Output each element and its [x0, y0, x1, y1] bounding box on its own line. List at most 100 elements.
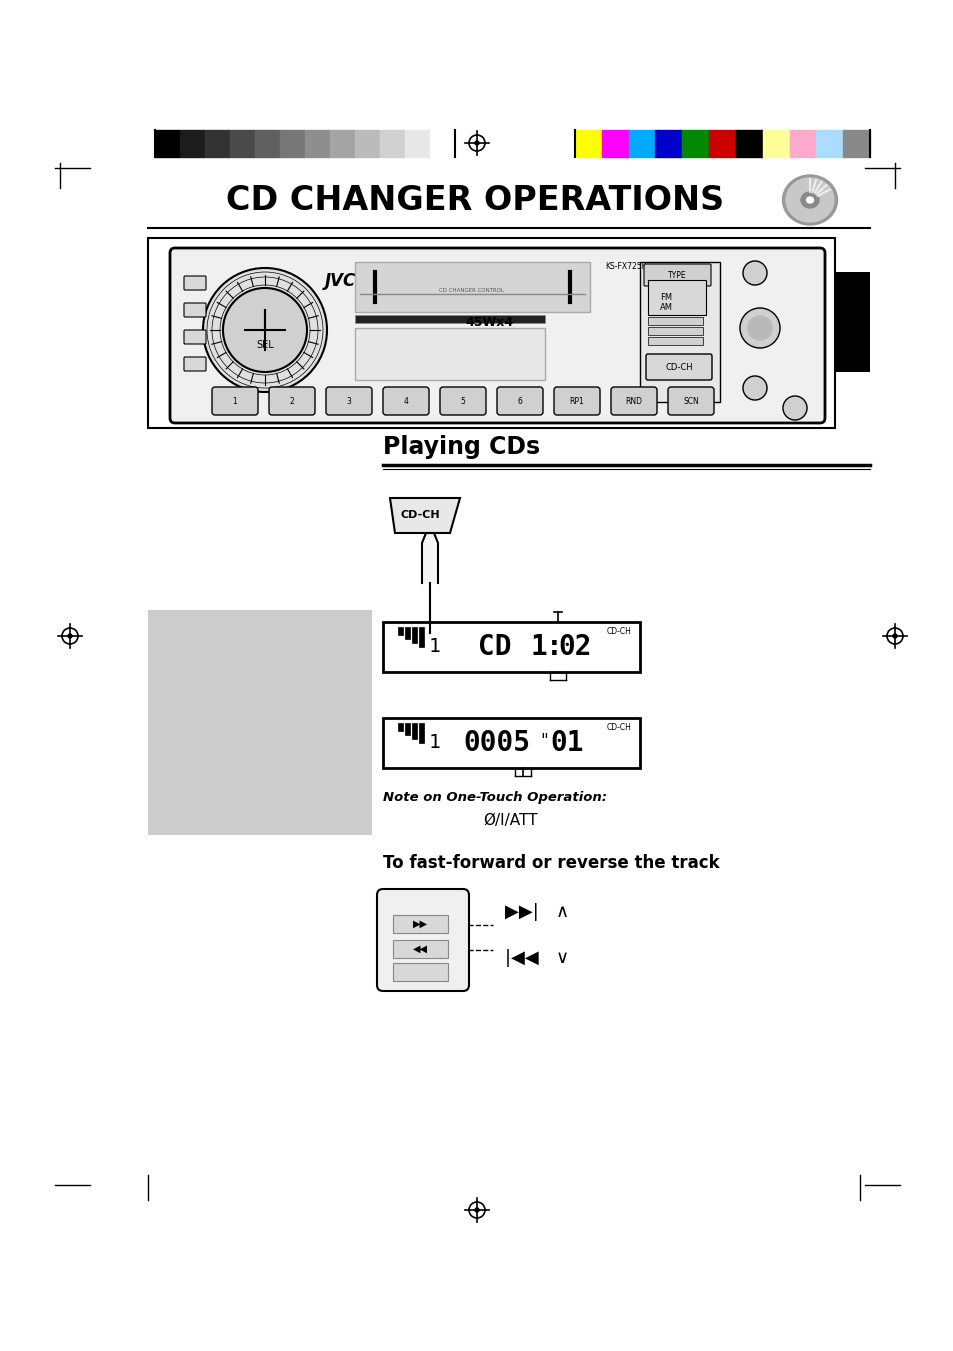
FancyBboxPatch shape	[326, 386, 372, 415]
FancyBboxPatch shape	[269, 386, 314, 415]
Bar	[148, 611, 372, 835]
Bar	[762, 130, 789, 157]
Bar	[330, 130, 355, 157]
Text: CD: CD	[477, 634, 511, 661]
Circle shape	[742, 261, 766, 285]
Bar	[708, 130, 735, 157]
FancyBboxPatch shape	[212, 386, 257, 415]
Text: CD-CH: CD-CH	[606, 724, 631, 732]
Text: 2: 2	[290, 396, 294, 405]
Text: 1: 1	[429, 638, 440, 657]
Text: CD-CH: CD-CH	[399, 509, 439, 520]
FancyBboxPatch shape	[382, 386, 429, 415]
Bar	[842, 130, 869, 157]
FancyBboxPatch shape	[184, 357, 206, 372]
Text: CD-CH: CD-CH	[606, 627, 631, 636]
Text: 1: 1	[429, 734, 440, 753]
Text: 0005: 0005	[462, 730, 530, 757]
Bar	[148, 238, 834, 428]
FancyBboxPatch shape	[610, 386, 657, 415]
Bar	[647, 280, 705, 315]
Text: Ø/I/ATT: Ø/I/ATT	[482, 812, 537, 828]
Text: TYPE: TYPE	[667, 270, 685, 280]
Text: Note on One-Touch Operation:: Note on One-Touch Operation:	[382, 792, 606, 804]
Text: :: :	[545, 634, 562, 661]
Bar	[628, 130, 655, 157]
Circle shape	[68, 634, 71, 638]
FancyBboxPatch shape	[184, 276, 206, 290]
Text: FM: FM	[659, 293, 672, 303]
Bar	[405, 723, 410, 735]
Bar	[382, 717, 639, 767]
Bar	[647, 317, 702, 326]
Circle shape	[475, 1208, 478, 1212]
Bar	[430, 130, 455, 157]
Text: SEL: SEL	[255, 340, 274, 350]
Text: |◀◀   ∨: |◀◀ ∨	[504, 948, 569, 967]
Bar	[655, 130, 681, 157]
Ellipse shape	[785, 178, 833, 222]
Bar	[355, 130, 379, 157]
Circle shape	[747, 316, 771, 340]
FancyBboxPatch shape	[554, 386, 599, 415]
Text: 1: 1	[233, 396, 237, 405]
Bar	[412, 723, 416, 739]
Bar	[789, 130, 816, 157]
FancyBboxPatch shape	[376, 889, 469, 992]
Bar	[254, 130, 280, 157]
Text: RND: RND	[625, 396, 641, 405]
Ellipse shape	[805, 197, 813, 203]
Text: SCN: SCN	[682, 396, 699, 405]
Text: 4: 4	[403, 396, 408, 405]
Text: CD CHANGER OPERATIONS: CD CHANGER OPERATIONS	[226, 184, 723, 216]
Bar	[405, 130, 430, 157]
Circle shape	[742, 376, 766, 400]
Circle shape	[740, 308, 780, 349]
FancyBboxPatch shape	[439, 386, 485, 415]
Text: 6: 6	[517, 396, 522, 405]
Ellipse shape	[801, 192, 818, 208]
FancyBboxPatch shape	[184, 330, 206, 345]
Text: ": "	[539, 732, 547, 750]
Text: CD CHANGER CONTROL: CD CHANGER CONTROL	[439, 288, 504, 293]
Text: 3: 3	[346, 396, 351, 405]
FancyBboxPatch shape	[643, 263, 710, 286]
Bar	[639, 262, 720, 403]
Bar	[205, 130, 230, 157]
FancyBboxPatch shape	[184, 303, 206, 317]
Text: 45Wx4: 45Wx4	[465, 316, 514, 328]
FancyBboxPatch shape	[667, 386, 713, 415]
Text: ▶▶|   ∧: ▶▶| ∧	[504, 902, 569, 921]
Text: 1: 1	[531, 634, 547, 661]
Text: RP1: RP1	[569, 396, 584, 405]
FancyBboxPatch shape	[497, 386, 542, 415]
Bar	[647, 327, 702, 335]
Bar	[382, 621, 639, 671]
Bar	[180, 130, 205, 157]
Bar	[647, 336, 702, 345]
Bar	[735, 130, 762, 157]
Text: To fast-forward or reverse the track: To fast-forward or reverse the track	[382, 854, 719, 871]
Bar	[681, 130, 708, 157]
Bar	[355, 262, 589, 312]
Bar	[230, 130, 254, 157]
Bar	[305, 130, 330, 157]
Ellipse shape	[781, 176, 837, 226]
Bar	[397, 627, 402, 635]
Text: AM: AM	[659, 304, 672, 312]
Bar	[816, 130, 842, 157]
Polygon shape	[390, 499, 459, 534]
Bar	[834, 272, 869, 372]
Bar	[355, 315, 544, 323]
Bar	[154, 130, 180, 157]
Bar	[405, 627, 410, 639]
Bar	[393, 940, 448, 958]
Text: 01: 01	[550, 730, 583, 757]
Polygon shape	[421, 534, 437, 584]
Circle shape	[203, 267, 327, 392]
Bar	[412, 627, 416, 643]
Bar	[575, 130, 601, 157]
FancyBboxPatch shape	[170, 249, 824, 423]
Bar	[418, 723, 423, 743]
Text: ▼ ▲: ▼ ▲	[565, 388, 583, 399]
